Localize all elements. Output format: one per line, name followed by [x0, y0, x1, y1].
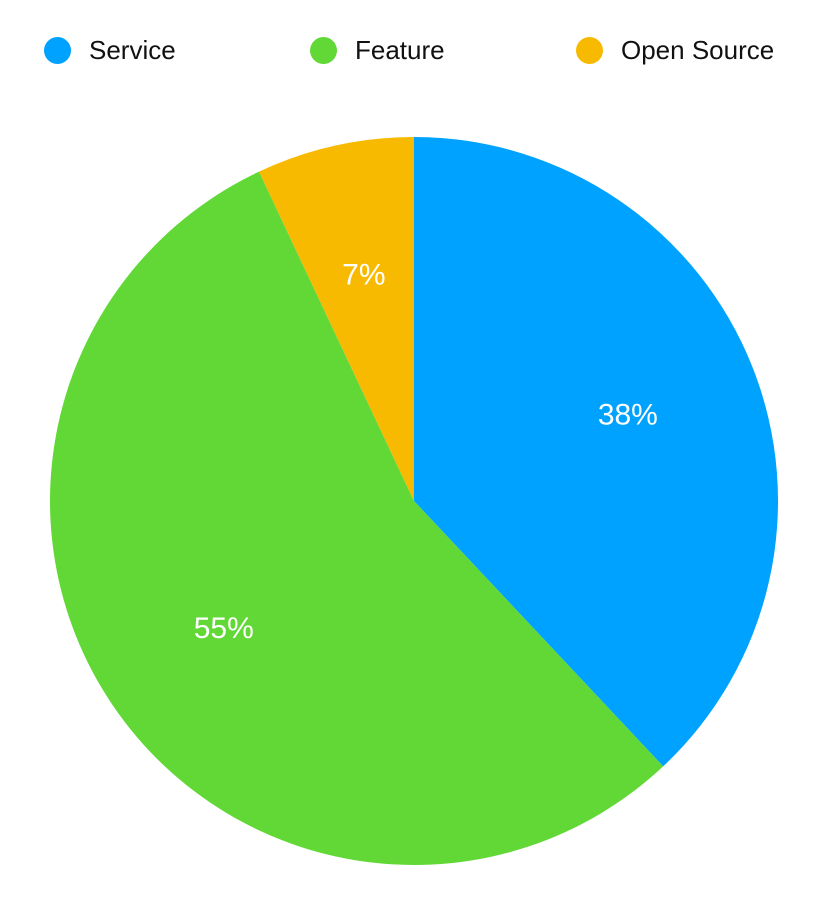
- legend-item-feature: Feature: [310, 34, 445, 66]
- legend-swatch-open-source: [576, 36, 603, 64]
- pie-slice-feature: [50, 171, 664, 866]
- legend-item-open-source: Open Source: [576, 34, 774, 66]
- pie-slice-open-source: [259, 137, 414, 501]
- legend-swatch-service: [44, 36, 71, 64]
- pie-label-feature: 55%: [194, 612, 254, 645]
- legend-label-feature: Feature: [355, 34, 445, 65]
- legend-swatch-feature: [310, 36, 337, 64]
- legend-label-service: Service: [89, 34, 176, 65]
- pie-label-service: 38%: [598, 398, 658, 431]
- legend-item-service: Service: [44, 34, 176, 66]
- legend-label-open-source: Open Source: [621, 34, 775, 65]
- chart-legend: Service Feature Open Source: [0, 0, 830, 100]
- pie-slice-service: [414, 137, 779, 767]
- pie-label-open-source: 7%: [342, 258, 385, 291]
